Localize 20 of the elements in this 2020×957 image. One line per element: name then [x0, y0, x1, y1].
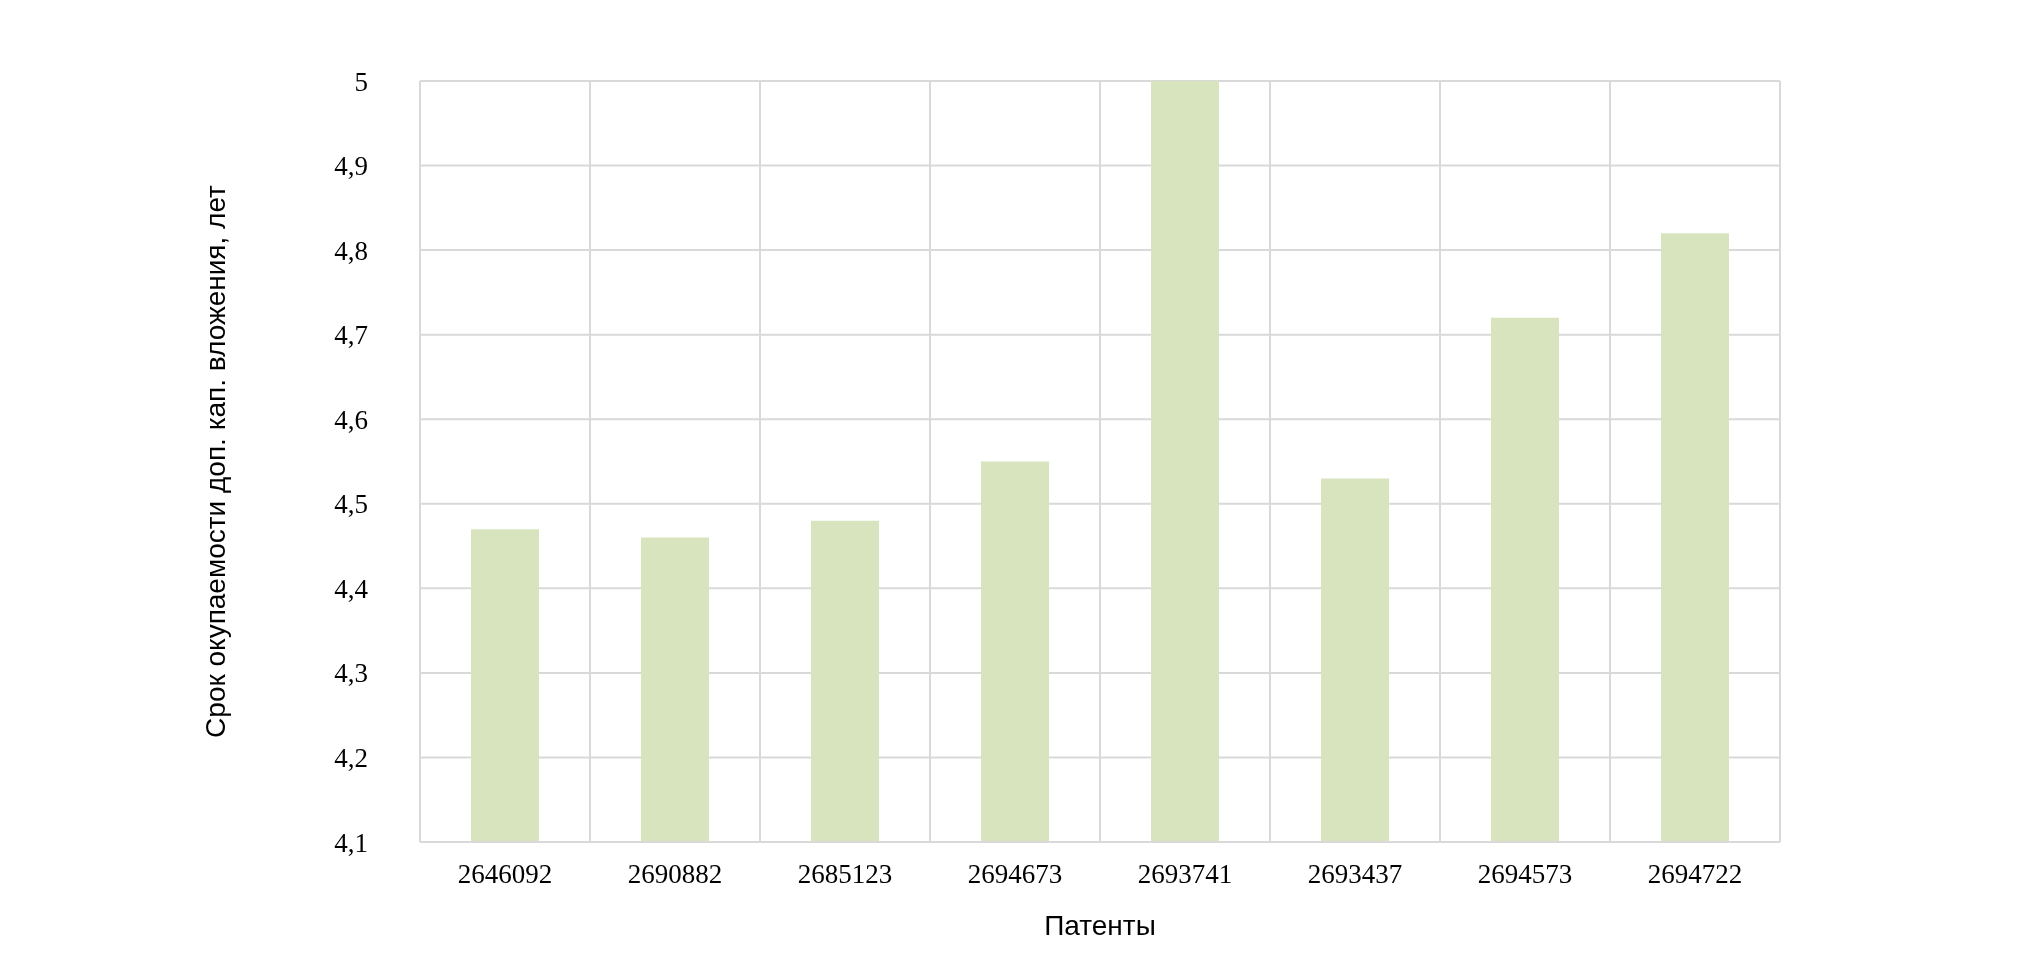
y-tick-label: 4,5	[334, 489, 368, 520]
y-axis-title: Срок окупаемости доп. кап. вложения, лет	[199, 184, 231, 738]
x-tick-label: 2694722	[1647, 859, 1743, 890]
x-tick-label: 2690882	[627, 859, 723, 890]
y-tick-label: 4,4	[334, 573, 369, 604]
y-tick-label: 4,3	[334, 658, 368, 689]
y-tick-label: 4,8	[334, 235, 368, 266]
y-tick-label: 4,9	[334, 151, 368, 182]
y-tick-label: 4,6	[334, 404, 368, 435]
x-tick-label: 2694673	[967, 859, 1063, 890]
x-tick-label: 2693741	[1137, 859, 1233, 890]
y-tick-label: 4,2	[334, 743, 368, 774]
x-axis-title: Патенты	[1044, 909, 1156, 941]
y-tick-label: 4,1	[334, 827, 368, 858]
x-tick-label: 2646092	[457, 859, 553, 890]
y-tick-label: 5	[354, 66, 368, 97]
y-tick-label: 4,7	[334, 320, 368, 351]
x-tick-label: 2685123	[797, 859, 893, 890]
x-tick-label: 2694573	[1477, 859, 1573, 890]
x-tick-label: 2693437	[1307, 859, 1403, 890]
